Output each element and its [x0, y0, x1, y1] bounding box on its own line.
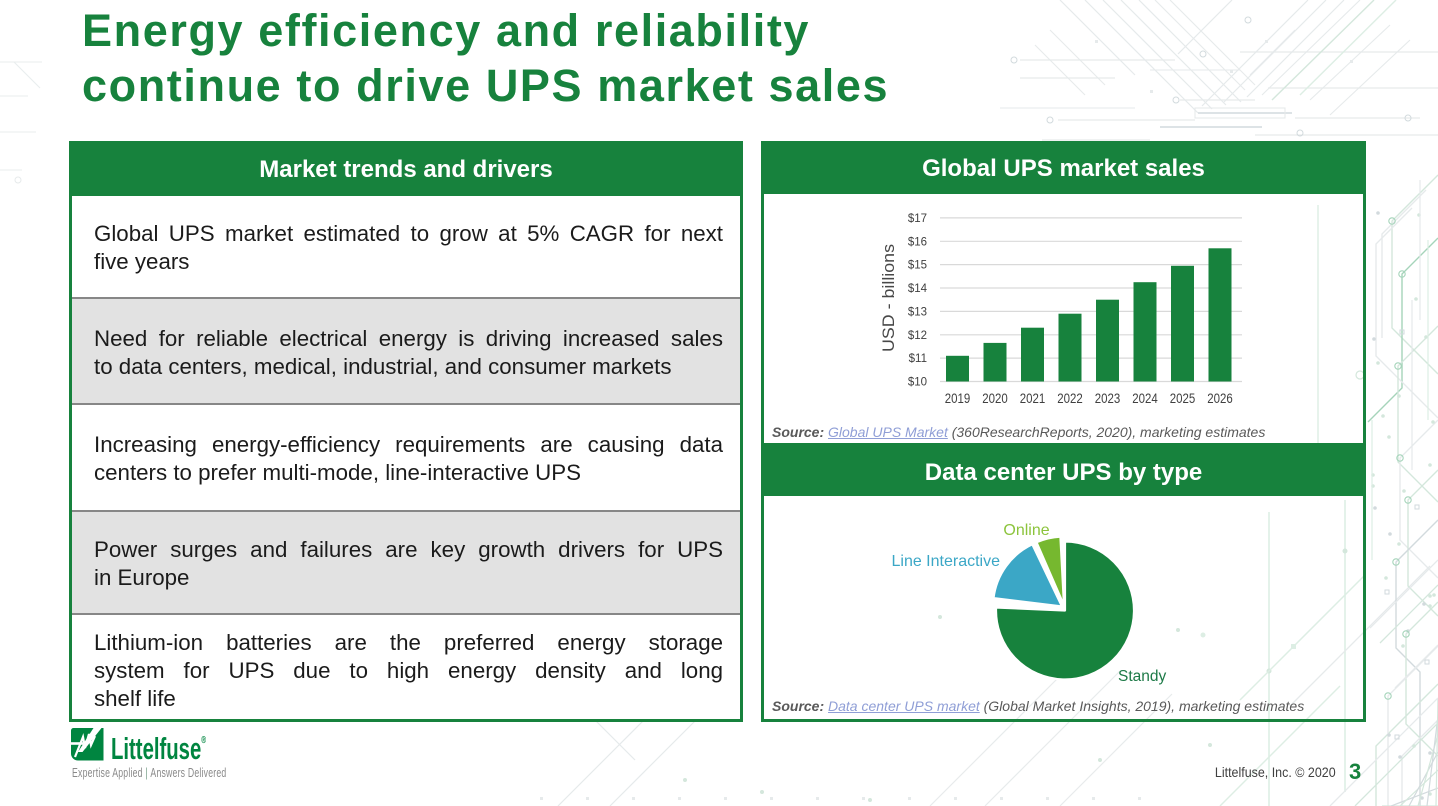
svg-text:$10: $10: [908, 377, 927, 389]
svg-text:$13: $13: [908, 306, 927, 318]
svg-text:$12: $12: [908, 330, 927, 342]
svg-text:Standy: Standy: [1118, 668, 1167, 685]
svg-text:2024: 2024: [1132, 390, 1158, 406]
svg-text:2025: 2025: [1170, 390, 1196, 406]
svg-text:$11: $11: [909, 353, 927, 365]
svg-text:2019: 2019: [945, 390, 971, 406]
svg-text:2020: 2020: [982, 390, 1008, 406]
svg-text:2026: 2026: [1207, 390, 1233, 406]
svg-text:$14: $14: [908, 283, 928, 295]
svg-text:Online: Online: [1003, 522, 1049, 539]
svg-text:$16: $16: [908, 236, 927, 248]
svg-text:Line Interactive: Line Interactive: [891, 553, 1000, 570]
svg-text:2022: 2022: [1057, 390, 1083, 406]
svg-text:USD - billions: USD - billions: [879, 244, 898, 352]
svg-text:$17: $17: [908, 213, 927, 225]
svg-text:2021: 2021: [1020, 390, 1046, 406]
svg-text:2023: 2023: [1095, 390, 1121, 406]
svg-text:$15: $15: [908, 260, 927, 272]
